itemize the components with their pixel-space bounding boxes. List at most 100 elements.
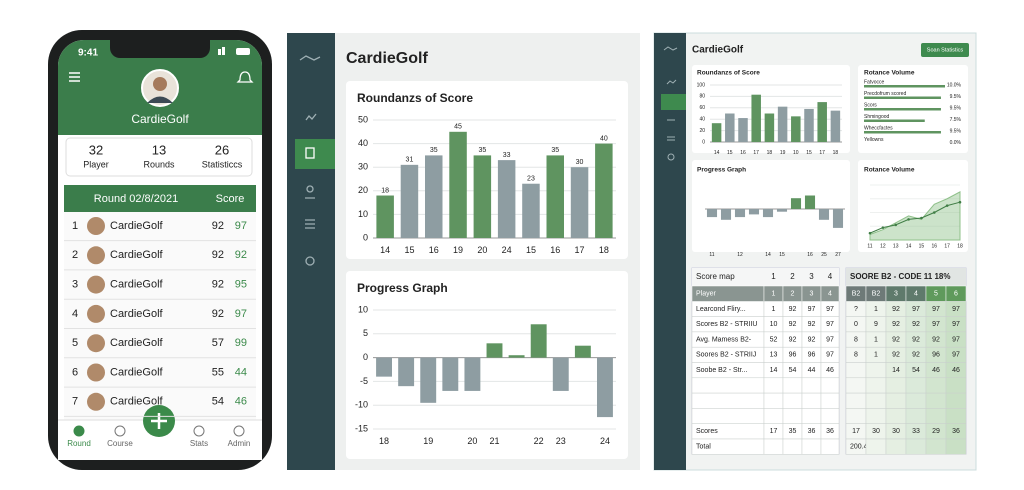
card <box>346 271 628 459</box>
y-tick-label: 40 <box>358 138 368 148</box>
table-cell-text: 96 <box>932 352 940 359</box>
desktop-title: CardieGolf <box>692 45 744 56</box>
table-cell-text: 92 <box>912 336 920 343</box>
table-cell <box>763 377 784 394</box>
nav-label[interactable]: Stats <box>190 439 208 448</box>
x-tick-label: 17 <box>944 243 950 249</box>
sidebar-active[interactable] <box>295 139 335 169</box>
x-tick-label: 10 <box>793 150 799 156</box>
bar <box>804 195 816 209</box>
y-tick-label: 10 <box>358 304 368 314</box>
table-cell <box>925 438 947 455</box>
table-cell <box>782 377 803 394</box>
nav-label[interactable]: Admin <box>228 439 251 448</box>
bar <box>574 345 591 358</box>
x-tick-label: 16 <box>807 252 813 258</box>
table-cell-text: 92 <box>892 306 900 313</box>
stats-card <box>65 137 253 177</box>
table-cell-text: 96 <box>808 352 816 359</box>
row-avatar <box>87 304 105 323</box>
sidebar-icons <box>299 55 321 266</box>
avatar-face <box>153 77 167 91</box>
x-tick-label: 14 <box>906 243 912 249</box>
row-rank: 2 <box>72 249 78 261</box>
nav-icon[interactable] <box>73 425 85 437</box>
bar <box>830 110 841 142</box>
point <box>894 223 898 227</box>
y-tick-label: -10 <box>355 400 368 410</box>
bar <box>425 155 443 238</box>
table-cell <box>801 392 822 409</box>
card <box>858 160 968 252</box>
nav-label[interactable]: Round <box>67 439 91 448</box>
table-cell-text: 92 <box>892 321 900 328</box>
scan-button-label[interactable]: Soan Statistics <box>927 47 964 53</box>
nav-icon[interactable] <box>114 425 126 437</box>
table-cell-text: Scores <box>696 428 718 435</box>
nav-label[interactable]: Course <box>107 439 133 448</box>
list-bar <box>864 119 925 122</box>
x-tick-label: 16 <box>932 243 938 249</box>
bar <box>522 183 540 238</box>
row-avatar <box>87 334 105 353</box>
menu-icon[interactable] <box>69 72 80 82</box>
bar <box>473 155 492 238</box>
table-cell-text: 8 <box>854 336 858 343</box>
bar <box>376 357 392 377</box>
sidebar-active[interactable] <box>661 94 686 110</box>
y-tick-label: 50 <box>358 114 368 124</box>
bar <box>711 123 722 142</box>
add-icon <box>151 413 167 429</box>
table-title-col: 1 <box>771 272 776 281</box>
stat-label: Rounds <box>143 159 175 169</box>
table-cell-text: 97 <box>952 336 960 343</box>
nav-icon[interactable] <box>233 425 245 437</box>
header-cell-label: 4 <box>914 290 918 297</box>
x-tick-label: 22 <box>534 436 544 446</box>
scan-button[interactable] <box>921 43 969 57</box>
bar <box>791 116 801 142</box>
table-cell-text: 35 <box>789 428 797 435</box>
bar <box>597 357 613 418</box>
bar <box>720 209 732 220</box>
value-label: 18 <box>381 187 389 194</box>
x-tick-label: 11 <box>867 243 872 249</box>
row-name: CardieGolf <box>110 249 164 261</box>
table-cell-text: 46 <box>932 367 940 374</box>
bar <box>546 155 564 238</box>
table-cell <box>820 408 840 424</box>
bar <box>764 113 775 142</box>
y-tick-label: -15 <box>355 423 368 433</box>
row-avatar <box>87 246 105 265</box>
table-cell-text: ? <box>854 306 858 313</box>
row-avatar <box>87 363 105 382</box>
row-avatar <box>87 275 105 294</box>
table-cell-text: 97 <box>826 306 834 313</box>
table-cell <box>925 408 947 424</box>
table-cell <box>945 392 967 409</box>
table-cell-text: 36 <box>808 428 816 435</box>
x-tick-label: 21 <box>489 436 499 446</box>
table-title-bar <box>692 268 839 286</box>
value-label: 23 <box>527 176 535 183</box>
list-name: Fatvocce <box>864 79 885 85</box>
bell-icon[interactable] <box>236 71 254 83</box>
table-title-col: 4 <box>828 272 833 281</box>
chart-title: Roundanzs of Score <box>697 70 760 77</box>
y-tick-label: 100 <box>697 82 706 88</box>
table-header-label: Round 02/8/2021 <box>94 193 178 205</box>
table-cell <box>885 377 907 394</box>
table-cell <box>945 377 967 394</box>
x-tick-label: 15 <box>779 252 785 258</box>
value-label: 33 <box>503 152 511 159</box>
table-cell-text: 29 <box>932 428 940 435</box>
table-cell <box>820 438 840 455</box>
nav-icon[interactable] <box>193 425 205 437</box>
table-cell <box>763 408 784 424</box>
bar <box>817 102 827 142</box>
table-cell-text: 92 <box>892 352 900 359</box>
value-label: 35 <box>430 147 438 154</box>
table-cell-text: 92 <box>789 321 797 328</box>
list-value: 0.0% <box>950 140 962 146</box>
table-cell <box>782 408 803 424</box>
